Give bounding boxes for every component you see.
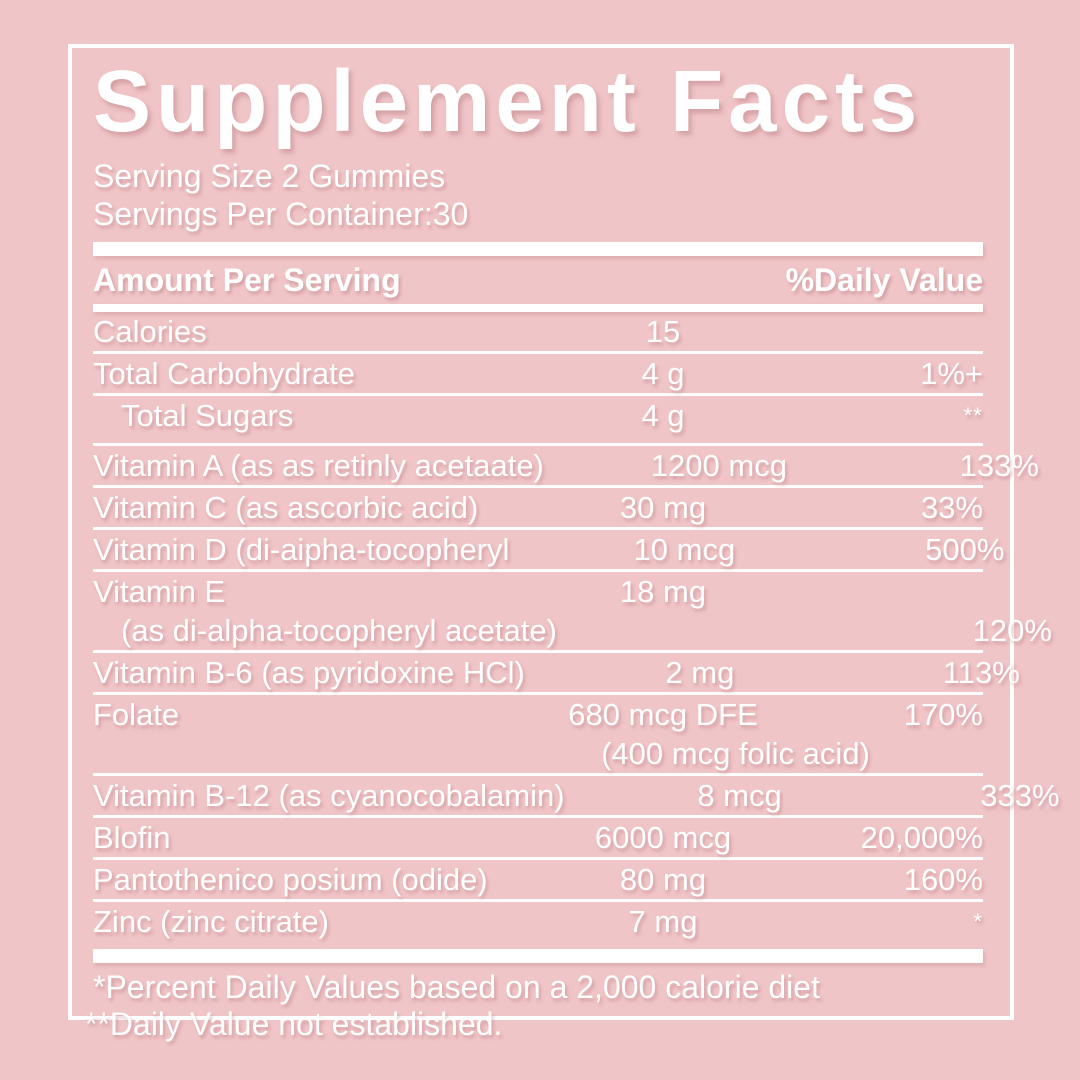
table-row: Vitamin D (di-aipha-tocopheryl 10 mcg 500% xyxy=(93,530,1004,573)
table-row-line: Total Carbohydrate 4 g 1%+ xyxy=(93,354,983,393)
daily-value-asterisk: ** xyxy=(963,402,983,428)
row-name-secondary: (as di-alpha-tocopheryl acetate) xyxy=(121,613,557,649)
row-daily-value xyxy=(838,315,983,348)
table-row: Pantothenico posium (odide) 80 mg 160% xyxy=(93,860,983,903)
row-daily-value: 170% xyxy=(903,697,983,733)
table-row-line: Vitamin B-6 (as pyridoxine HCl) 2 mg 113% xyxy=(93,653,1020,692)
table-row-line: Folate 680 mcg DFE 170% xyxy=(93,695,983,734)
row-daily-value xyxy=(838,575,983,608)
divider-medium xyxy=(93,303,983,312)
row-daily-value: 20,000% xyxy=(860,820,983,856)
table-row-line-secondary: (as di-alpha-tocopheryl acetate) 120% xyxy=(93,611,1052,650)
row-name: Vitamin E xyxy=(93,574,226,610)
row-name: Vitamin A (as as retinly acetaate) xyxy=(93,448,544,484)
table-row: Vitamin B-6 (as pyridoxine HCl) 2 mg 113% xyxy=(93,653,1020,696)
column-header-daily-value: %Daily Value xyxy=(785,261,983,298)
row-amount: 680 mcg DFE xyxy=(568,697,758,733)
serving-size-line: Serving Size 2 Gummies xyxy=(93,157,446,194)
row-amount: 30 mg xyxy=(619,490,707,526)
footnotes: *Percent Daily Values based on a 2,000 c… xyxy=(85,969,983,1043)
row-name: Zinc (zinc citrate) xyxy=(93,904,329,940)
row-amount: 10 mcg xyxy=(633,532,736,568)
row-amount: 8 mcg xyxy=(697,778,782,814)
row-amount: 1200 mcg xyxy=(650,448,787,484)
table-row: Calories 15 xyxy=(93,312,983,354)
row-name-spacer xyxy=(93,737,488,770)
row-amount: 18 mg xyxy=(619,574,707,610)
supplement-facts-label: Supplement Facts Serving Size 2 Gummies … xyxy=(68,44,1060,1042)
row-daily-value: 133% xyxy=(959,448,1039,484)
row-amount: 2 mg xyxy=(665,655,735,691)
row-name: Total Sugars xyxy=(121,397,294,433)
table-row-line: Vitamin D (di-aipha-tocopheryl 10 mcg 500% xyxy=(93,530,1004,569)
row-daily-value: 1%+ xyxy=(920,355,983,391)
row-daily-value: 120% xyxy=(972,613,1052,649)
table-row: Vitamin B-12 (as cyanocobalamin) 8 mcg 333… xyxy=(93,776,1060,819)
table-row: Total Carbohydrate 4 g 1%+ xyxy=(93,354,983,396)
row-amount: 7 mg xyxy=(628,904,698,940)
table-row-line-secondary: (400 mcg folic acid) xyxy=(93,734,983,773)
table-row-line: Pantothenico posium (odide) 80 mg 160% xyxy=(93,860,983,899)
row-name: Total Carbohydrate xyxy=(93,355,355,391)
row-amount-spacer xyxy=(557,614,907,647)
table-row: Zinc (zinc citrate) 7 mg * xyxy=(93,902,983,949)
row-name: Vitamin B-12 (as cyanocobalamin) xyxy=(93,778,565,814)
row-daily-value: * xyxy=(838,905,983,946)
table-row: Vitamin A (as as retinly acetaate) 1200 m… xyxy=(93,446,1039,489)
row-amount: 4 g xyxy=(641,397,685,433)
row-amount: 6000 mcg xyxy=(594,820,732,856)
row-daily-value: 500% xyxy=(925,532,1005,568)
row-amount: 15 xyxy=(645,313,681,349)
table-row: Folate 680 mcg DFE 170% (400 mcg folic acid… xyxy=(93,695,983,777)
row-name: Blofin xyxy=(93,820,171,856)
table-row-line: Zinc (zinc citrate) 7 mg * xyxy=(93,902,983,949)
row-name: Vitamin B-6 (as pyridoxine HCl) xyxy=(93,655,525,691)
servings-per-container-line: Servings Per Container:30 xyxy=(93,195,469,232)
row-daily-value: 33% xyxy=(920,490,983,526)
row-amount: 4 g xyxy=(641,355,685,391)
table-row-line: Vitamin C (as ascorbic acid) 30 mg 33% xyxy=(93,488,983,527)
row-daily-value: ** xyxy=(838,399,983,440)
table-header-row: Amount Per Serving %Daily Value xyxy=(93,256,983,304)
row-name: Calories xyxy=(93,313,207,349)
footnote-percent-daily-values: *Percent Daily Values based on a 2,000 c… xyxy=(93,969,820,1006)
table-row-line: Vitamin E 18 mg xyxy=(93,572,983,611)
row-amount-secondary: (400 mcg folic acid) xyxy=(601,736,870,772)
table-row: Total Sugars 4 g ** xyxy=(93,396,983,447)
daily-value-asterisk: * xyxy=(973,909,983,935)
row-amount: 80 mg xyxy=(619,862,707,898)
table-row-line: Calories 15 xyxy=(93,312,983,351)
row-name: Vitamin C (as ascorbic acid) xyxy=(93,490,479,526)
page-title: Supplement Facts xyxy=(93,53,923,150)
row-name: Folate xyxy=(93,697,180,733)
divider-thick-top xyxy=(93,241,983,256)
serving-info: Serving Size 2 Gummies Servings Per Cont… xyxy=(93,157,983,233)
row-daily-value: 113% xyxy=(942,655,1020,691)
table-row-line: Total Sugars 4 g ** xyxy=(93,396,983,443)
row-name: Vitamin D (di-aipha-tocopheryl xyxy=(93,532,510,568)
table-row-line: Vitamin B-12 (as cyanocobalamin) 8 mcg 333… xyxy=(93,776,1060,815)
table-row: Vitamin E 18 mg (as di-alpha-tocopheryl ac… xyxy=(93,572,1052,654)
row-daily-value: 333% xyxy=(980,778,1060,814)
footnote-daily-value-not-established: **Daily Value not established. xyxy=(85,1006,503,1043)
table-row: Blofin 6000 mcg 20,000% xyxy=(93,818,983,861)
facts-table-body: Calories 15 Total Carbohydrate 4 g 1%+ Total … xyxy=(93,312,1060,949)
table-row-line: Blofin 6000 mcg 20,000% xyxy=(93,818,983,857)
table-row-line: Vitamin A (as as retinly acetaate) 1200 m… xyxy=(93,446,1039,485)
column-header-amount-per-serving: Amount Per Serving xyxy=(93,261,401,298)
table-row: Vitamin C (as ascorbic acid) 30 mg 33% xyxy=(93,488,983,531)
row-daily-value: 160% xyxy=(903,862,983,898)
divider-thick-bottom xyxy=(93,949,983,964)
row-name: Pantothenico posium (odide) xyxy=(93,862,488,898)
